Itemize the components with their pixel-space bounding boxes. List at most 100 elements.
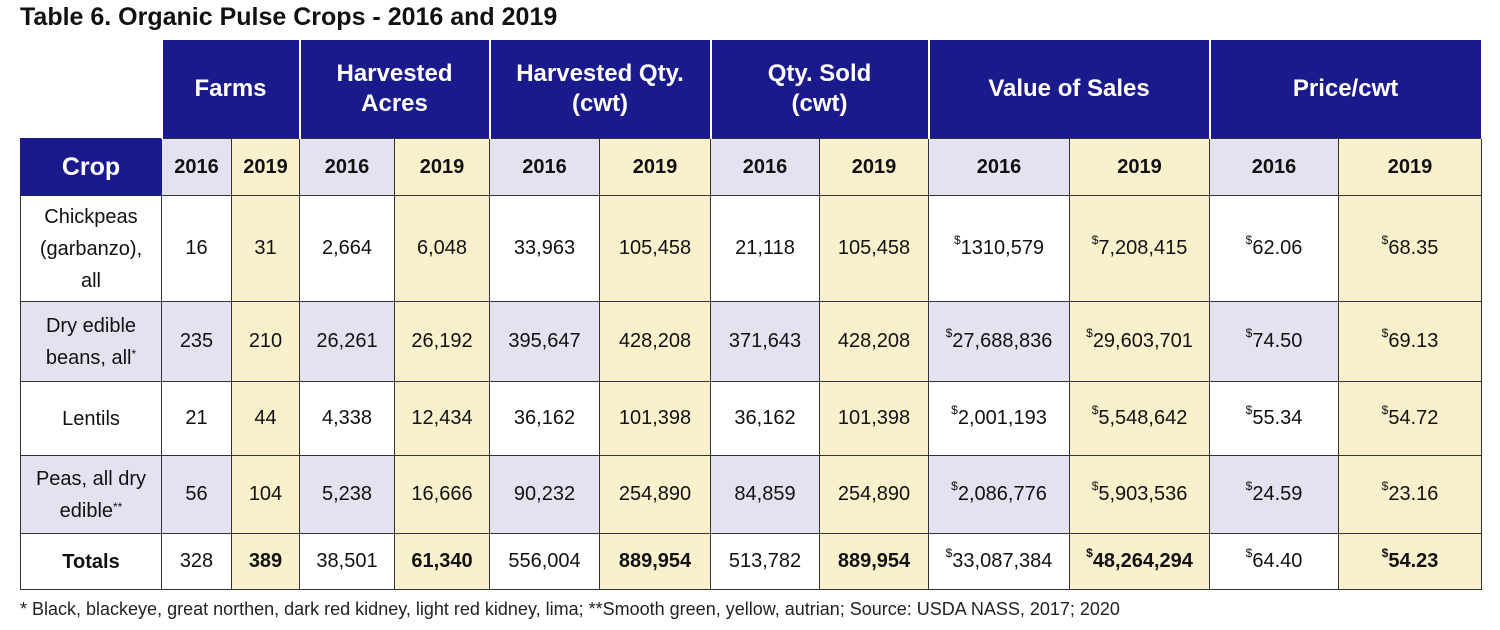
group-header: Price/cwt [1208,40,1483,139]
year-header: 2019 [1338,138,1483,196]
cell-value: 56 [185,483,208,505]
price-2019-cell: $68.35 [1338,195,1483,302]
year-header: 2019 [394,138,491,196]
price-2019-cell: $69.13 [1338,301,1483,382]
cell-value: 513,782 [728,550,802,572]
group-header: Farms [160,40,301,139]
currency-symbol: $ [1091,479,1099,493]
sold-2016-cell: 36,162 [710,381,821,456]
value-2019-cell: $5,548,642 [1069,381,1211,456]
cell-value: 4,338 [321,407,373,429]
acres-2016-cell: 5,238 [299,455,396,534]
currency-symbol: $ [1381,403,1389,417]
currency-symbol: $ [945,326,953,340]
currency-symbol: $ [1381,233,1389,247]
crop-name: Totals [20,533,162,590]
currency-symbol: $ [1381,479,1389,493]
crop-name: Chickpeas (garbanzo), all [20,195,162,302]
farms-2019-cell: 210 [230,301,301,382]
farms-2019-cell: 44 [230,381,301,456]
year-header: 2016 [1209,138,1340,196]
acres-2019-cell: 6,048 [394,195,491,302]
table-title: Table 6. Organic Pulse Crops - 2016 and … [20,3,558,31]
farms-2019-cell: 104 [230,455,301,534]
currency-symbol: $ [1086,546,1093,560]
sold-2019-cell: 428,208 [819,301,930,382]
value-2019-cell: $5,903,536 [1069,455,1211,534]
value-2016-cell: $2,086,776 [928,455,1071,534]
price-2016-cell: $55.34 [1209,381,1340,456]
cell-value: 26,192 [411,330,473,352]
currency-symbol: $ [1381,326,1389,340]
crop-name: Dry edible beans, all* [20,301,162,382]
currency-symbol: $ [1091,233,1099,247]
hqty-2019-cell: 889,954 [599,533,712,590]
currency-symbol: $ [1245,233,1253,247]
cell-value: 428,208 [837,330,911,352]
cell-value: 26,261 [316,330,378,352]
cell-value: 328 [179,550,214,572]
sold-2019-cell: 254,890 [819,455,930,534]
currency-symbol: $ [1245,403,1253,417]
table-body: Chickpeas (garbanzo), all 16 31 2,664 6,048 33,… [20,195,1483,590]
hqty-2019-cell: 105,458 [599,195,712,302]
year-header: 2016 [710,138,821,196]
sold-2016-cell: 84,859 [710,455,821,534]
sold-2019-cell: 101,398 [819,381,930,456]
acres-2019-cell: 12,434 [394,381,491,456]
year-header: 2016 [299,138,396,196]
price-2019-cell: $54.23 [1338,533,1483,590]
table-row: Peas, all dry edible** 56 104 5,238 16,666 90,… [20,455,1483,534]
price-2016-cell: $64.40 [1209,533,1340,590]
hqty-2016-cell: 33,963 [489,195,601,302]
cell-value: 389 [248,550,283,572]
cell-value: 54.23 [1388,550,1439,572]
price-2019-cell: $23.16 [1338,455,1483,534]
acres-2019-cell: 61,340 [394,533,491,590]
cell-value: 889,954 [837,550,911,572]
cell-value: 62.06 [1252,237,1303,259]
cell-value: 21 [185,407,208,429]
cell-value: 101,398 [618,407,692,429]
cell-value: 395,647 [508,330,581,352]
currency-symbol: $ [1245,479,1253,493]
cell-value: 104 [248,483,283,505]
hqty-2019-cell: 428,208 [599,301,712,382]
group-header: Qty. Sold (cwt) [709,40,930,139]
cell-value: 36,162 [513,407,576,429]
cell-value: 1310,579 [960,237,1045,259]
cell-value: 105,458 [618,237,692,259]
value-2016-cell: $27,688,836 [928,301,1071,382]
farms-2016-cell: 21 [161,381,232,456]
totals-row: Totals 328 389 38,501 61,340 556,004 889,954 51… [20,533,1483,590]
year-header: 2016 [489,138,601,196]
cell-value: 6,048 [416,237,468,259]
group-header: Value of Sales [927,40,1211,139]
cell-value: 12,434 [411,407,473,429]
table-row: Chickpeas (garbanzo), all 16 31 2,664 6,048 33,… [20,195,1483,302]
cell-value: 2,086,776 [957,483,1047,505]
cell-value: 33,087,384 [952,550,1053,572]
cell-value: 428,208 [618,330,692,352]
pulse-crops-table: Farms Harvested Acres Harvested Qty. (cwt)… [20,40,1483,590]
cell-value: 210 [248,330,283,352]
farms-2016-cell: 235 [161,301,232,382]
value-2016-cell: $33,087,384 [928,533,1071,590]
currency-symbol: $ [945,546,953,560]
value-2019-cell: $29,603,701 [1069,301,1211,382]
cell-value: 371,643 [728,330,802,352]
currency-symbol: $ [1091,403,1099,417]
cell-value: 23.16 [1388,483,1439,505]
year-header: 2016 [161,138,232,196]
value-2016-cell: $1310,579 [928,195,1071,302]
cell-value: 254,890 [837,483,911,505]
year-header: 2019 [230,138,301,196]
hqty-2016-cell: 36,162 [489,381,601,456]
cell-value: 556,004 [508,550,581,572]
acres-2019-cell: 16,666 [394,455,491,534]
sold-2019-cell: 889,954 [819,533,930,590]
cell-value: 254,890 [618,483,692,505]
group-header: Harvested Acres [298,40,491,139]
hqty-2016-cell: 395,647 [489,301,601,382]
price-2016-cell: $74.50 [1209,301,1340,382]
